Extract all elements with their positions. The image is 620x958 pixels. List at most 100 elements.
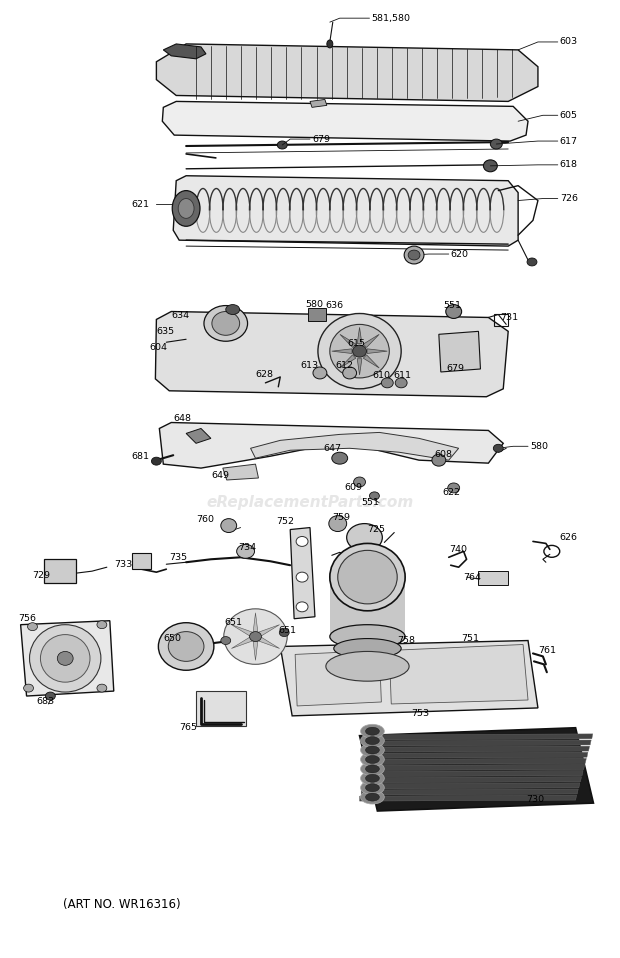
Ellipse shape <box>334 639 401 658</box>
Ellipse shape <box>313 367 327 379</box>
Text: 758: 758 <box>397 636 415 645</box>
Ellipse shape <box>381 377 393 388</box>
Ellipse shape <box>168 631 204 661</box>
Ellipse shape <box>361 790 384 804</box>
Polygon shape <box>186 428 211 444</box>
Text: 735: 735 <box>169 553 187 561</box>
Polygon shape <box>389 645 528 704</box>
Ellipse shape <box>366 756 379 764</box>
Ellipse shape <box>204 306 247 341</box>
Ellipse shape <box>353 477 366 487</box>
Text: 734: 734 <box>239 543 257 552</box>
Ellipse shape <box>296 602 308 612</box>
Text: 679: 679 <box>312 134 330 144</box>
Text: 622: 622 <box>443 489 461 497</box>
Ellipse shape <box>30 625 101 692</box>
Ellipse shape <box>432 454 446 467</box>
Polygon shape <box>366 770 583 777</box>
Text: 729: 729 <box>32 571 50 580</box>
Bar <box>196 691 246 726</box>
Ellipse shape <box>57 651 73 665</box>
Ellipse shape <box>370 491 379 500</box>
Ellipse shape <box>490 139 502 149</box>
Text: (ART NO. WR16316): (ART NO. WR16316) <box>63 898 180 911</box>
Text: 608: 608 <box>434 449 452 459</box>
Polygon shape <box>280 641 538 716</box>
Polygon shape <box>258 637 280 649</box>
Text: 581,580: 581,580 <box>371 13 410 23</box>
Polygon shape <box>20 621 114 696</box>
Text: 761: 761 <box>538 646 556 655</box>
Ellipse shape <box>366 784 379 791</box>
Ellipse shape <box>494 445 503 452</box>
Polygon shape <box>360 728 593 811</box>
Polygon shape <box>223 464 259 480</box>
Bar <box>494 314 508 327</box>
Ellipse shape <box>221 636 231 645</box>
Ellipse shape <box>178 198 194 218</box>
Ellipse shape <box>277 141 287 149</box>
Polygon shape <box>163 44 206 58</box>
Ellipse shape <box>237 544 254 559</box>
Text: 765: 765 <box>179 723 197 732</box>
Polygon shape <box>363 354 379 368</box>
Text: 740: 740 <box>449 545 467 554</box>
Polygon shape <box>173 175 518 246</box>
Text: 628: 628 <box>255 371 273 379</box>
Ellipse shape <box>40 634 90 682</box>
Polygon shape <box>159 422 503 468</box>
Polygon shape <box>310 100 327 107</box>
Polygon shape <box>368 764 585 770</box>
Text: 733: 733 <box>114 559 132 569</box>
Ellipse shape <box>361 771 384 786</box>
Ellipse shape <box>347 524 383 552</box>
Ellipse shape <box>212 311 240 335</box>
Text: 726: 726 <box>560 194 578 203</box>
Bar <box>355 536 376 565</box>
Text: 634: 634 <box>171 311 189 320</box>
Text: 580: 580 <box>305 300 323 309</box>
Text: 626: 626 <box>560 533 578 542</box>
Text: 647: 647 <box>324 444 342 453</box>
Polygon shape <box>253 641 258 660</box>
Bar <box>45 559 76 583</box>
Polygon shape <box>360 795 577 801</box>
Text: eReplacementParts.com: eReplacementParts.com <box>206 495 414 511</box>
Polygon shape <box>231 625 253 636</box>
Polygon shape <box>250 432 459 460</box>
Ellipse shape <box>361 753 384 766</box>
Text: 635: 635 <box>156 327 174 336</box>
Ellipse shape <box>296 536 308 546</box>
Ellipse shape <box>151 457 161 466</box>
Ellipse shape <box>330 625 405 649</box>
Polygon shape <box>371 752 588 758</box>
Ellipse shape <box>330 543 405 611</box>
Text: 725: 725 <box>368 525 386 534</box>
Polygon shape <box>376 734 593 740</box>
Ellipse shape <box>361 762 384 776</box>
Polygon shape <box>361 789 578 795</box>
Ellipse shape <box>395 377 407 388</box>
Polygon shape <box>439 331 480 372</box>
Text: 650: 650 <box>163 634 181 643</box>
Ellipse shape <box>97 684 107 692</box>
Ellipse shape <box>338 550 397 604</box>
Ellipse shape <box>330 325 389 377</box>
Ellipse shape <box>366 774 379 783</box>
Ellipse shape <box>296 572 308 582</box>
Ellipse shape <box>158 623 214 671</box>
Text: 604: 604 <box>149 343 167 352</box>
Polygon shape <box>290 528 315 619</box>
Text: 752: 752 <box>277 517 294 526</box>
Text: 617: 617 <box>560 137 578 146</box>
Bar <box>308 308 326 322</box>
Text: 683: 683 <box>37 697 55 706</box>
Ellipse shape <box>332 452 348 464</box>
Polygon shape <box>340 354 356 368</box>
Polygon shape <box>258 625 280 636</box>
Polygon shape <box>332 349 352 354</box>
Text: 760: 760 <box>196 515 214 524</box>
Ellipse shape <box>446 305 462 318</box>
Ellipse shape <box>361 734 384 747</box>
Ellipse shape <box>408 250 420 260</box>
